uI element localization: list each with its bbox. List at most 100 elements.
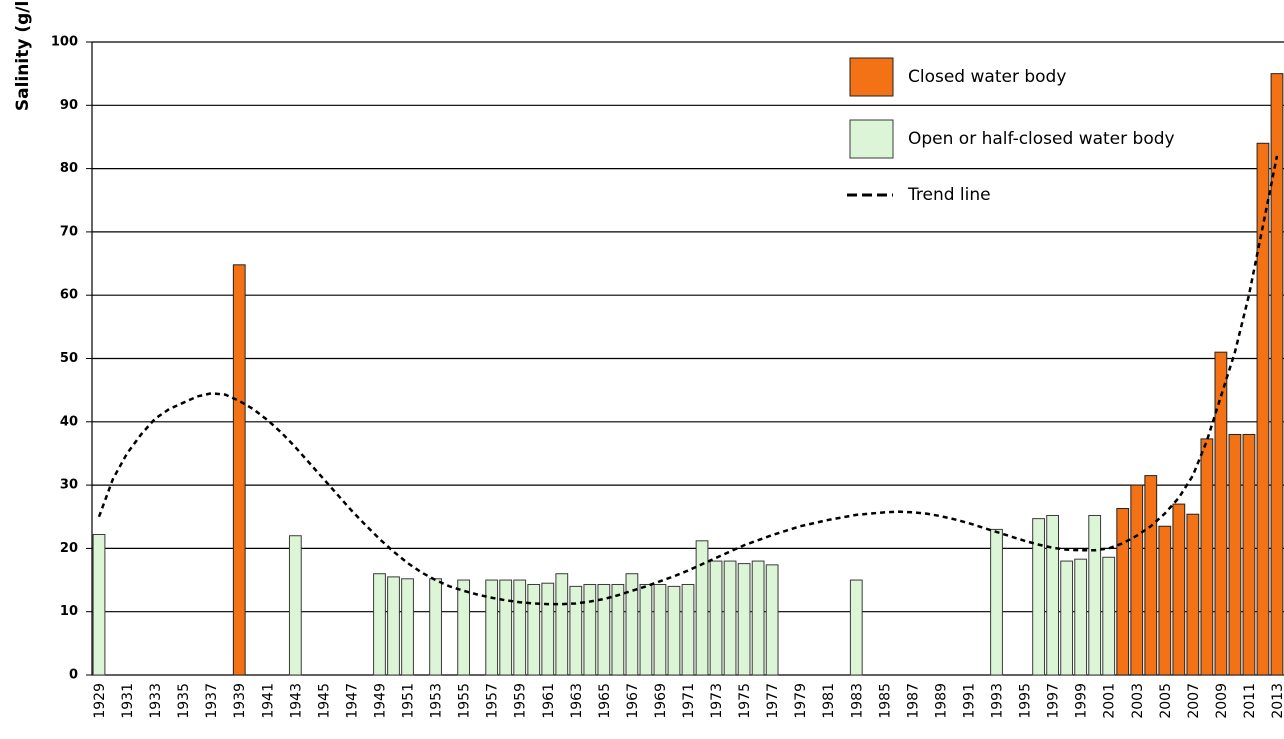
- bar: [485, 579, 499, 676]
- y-tick-label: 10: [60, 604, 78, 619]
- bar: [569, 585, 583, 676]
- y-tick-label: 20: [60, 541, 78, 556]
- x-tick-label: 1957: [485, 683, 501, 719]
- x-tick-label: 1969: [653, 683, 669, 719]
- bar: [625, 573, 639, 676]
- y-tick-label: 60: [60, 288, 78, 303]
- y-tick-label: 30: [60, 478, 78, 493]
- x-tick-label: 1999: [1074, 683, 1090, 719]
- x-tick-label: 1967: [625, 683, 641, 719]
- x-tick-label: 1961: [541, 683, 557, 719]
- x-tick-label: 1991: [961, 683, 977, 719]
- x-tick-label: 1995: [1018, 683, 1034, 719]
- x-tick-label: 1973: [709, 683, 725, 719]
- bar: [1102, 556, 1116, 676]
- x-tick-label: 2005: [1158, 683, 1174, 719]
- x-tick-label: 2009: [1214, 683, 1230, 719]
- x-tick-label: 1949: [372, 683, 388, 719]
- x-tick-label: 1977: [765, 683, 781, 719]
- x-tick-label: 2013: [1270, 683, 1284, 719]
- bar: [1242, 433, 1256, 676]
- x-tick-label: 2007: [1186, 683, 1202, 719]
- bar: [667, 585, 681, 676]
- x-tick-label: 1979: [793, 683, 809, 719]
- bar: [1116, 508, 1130, 676]
- x-tick-label: 1993: [990, 683, 1006, 719]
- x-tick-label: 1971: [681, 683, 697, 719]
- x-tick-label: 2001: [1102, 683, 1118, 719]
- x-tick-label: 1953: [429, 683, 445, 719]
- bar: [765, 564, 779, 676]
- x-tick-label: 1933: [148, 683, 164, 719]
- legend-label: Closed water body: [908, 67, 1066, 87]
- x-tick-label: 2003: [1130, 683, 1146, 719]
- bar: [1130, 484, 1144, 676]
- bar: [401, 578, 414, 676]
- legend-swatch: [849, 57, 894, 97]
- bar: [457, 579, 471, 676]
- x-tick-label: 1983: [849, 683, 865, 719]
- bar: [1046, 514, 1060, 676]
- bar: [1228, 433, 1242, 676]
- bar: [990, 528, 1003, 676]
- bar: [849, 579, 863, 676]
- bar: [737, 563, 751, 676]
- bar: [709, 560, 723, 676]
- bar: [695, 540, 709, 676]
- x-tick-label: 1951: [401, 683, 417, 719]
- bar: [373, 573, 386, 676]
- x-tick-label: 1981: [821, 683, 837, 719]
- bar: [611, 583, 625, 676]
- bar: [597, 583, 611, 676]
- y-axis-label: Salinity (g/l): [13, 0, 33, 111]
- bar: [1256, 142, 1270, 676]
- x-tick-label: 1943: [288, 683, 304, 719]
- x-tick-label: 1963: [569, 683, 585, 719]
- x-tick-label: 2011: [1242, 683, 1258, 719]
- x-tick-label: 1929: [92, 683, 108, 719]
- y-tick-label: 90: [60, 98, 78, 113]
- bar: [527, 583, 541, 676]
- x-tick-label: 1935: [176, 683, 192, 719]
- y-tick-label: 100: [51, 35, 78, 50]
- y-tick-label: 40: [60, 414, 78, 429]
- x-tick-label: 1955: [457, 683, 473, 719]
- bar: [1060, 560, 1074, 676]
- legend-label: Open or half-closed water body: [908, 129, 1175, 149]
- x-tick-label: 1941: [260, 683, 276, 719]
- bar: [92, 533, 106, 676]
- bar: [1172, 503, 1186, 676]
- legend-label: Trend line: [907, 185, 991, 205]
- bar: [583, 583, 597, 676]
- y-tick-label: 0: [69, 668, 78, 683]
- bar: [1270, 73, 1284, 676]
- bar: [1074, 558, 1088, 676]
- bar: [1214, 351, 1228, 676]
- x-tick-label: 1947: [344, 683, 360, 719]
- bar: [1144, 475, 1158, 676]
- x-tick-label: 1997: [1046, 683, 1062, 719]
- bar: [639, 583, 653, 676]
- x-tick-label: 1965: [597, 683, 613, 719]
- bar: [288, 535, 302, 676]
- y-tick-label: 80: [60, 161, 78, 176]
- x-tick-label: 1931: [120, 683, 136, 719]
- x-tick-label: 1959: [513, 683, 529, 719]
- bar: [513, 579, 527, 676]
- x-tick-label: 1937: [204, 683, 220, 719]
- bar: [1032, 518, 1045, 676]
- bar: [751, 560, 765, 676]
- x-tick-label: 1987: [905, 683, 921, 719]
- bar: [232, 264, 246, 676]
- x-tick-label: 1989: [933, 683, 949, 719]
- bar: [1200, 438, 1214, 676]
- bar: [681, 583, 695, 676]
- bar: [1088, 514, 1102, 676]
- bar: [653, 583, 667, 676]
- y-tick-label: 50: [60, 351, 78, 366]
- x-tick-label: 1945: [316, 683, 332, 719]
- bar: [429, 578, 442, 676]
- bar: [1186, 513, 1200, 676]
